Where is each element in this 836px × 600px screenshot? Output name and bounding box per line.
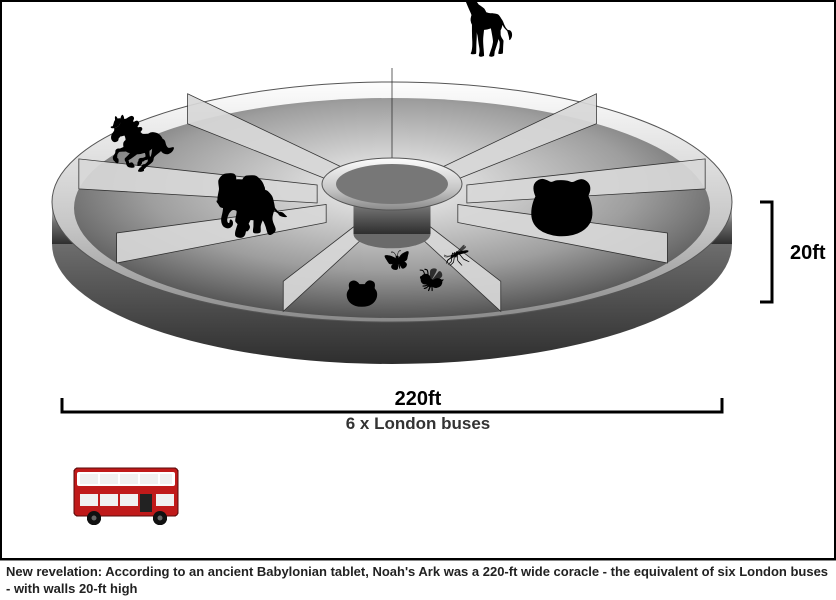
london-bus [438, 462, 548, 526]
london-bus [560, 462, 670, 526]
bus-row [72, 462, 792, 542]
london-bus [316, 462, 426, 526]
infographic-frame: 🦒🐎🐘🐻🐸🦋🐝🦟 220ft 6 x London buses 20ft [0, 0, 836, 600]
height-dimension-label: 20ft [790, 242, 826, 265]
caption-text: New revelation: According to an ancient … [0, 560, 836, 600]
london-bus [194, 462, 304, 526]
diagram-area: 🦒🐎🐘🐻🐸🦋🐝🦟 220ft 6 x London buses 20ft [0, 0, 836, 560]
london-bus [682, 462, 792, 526]
